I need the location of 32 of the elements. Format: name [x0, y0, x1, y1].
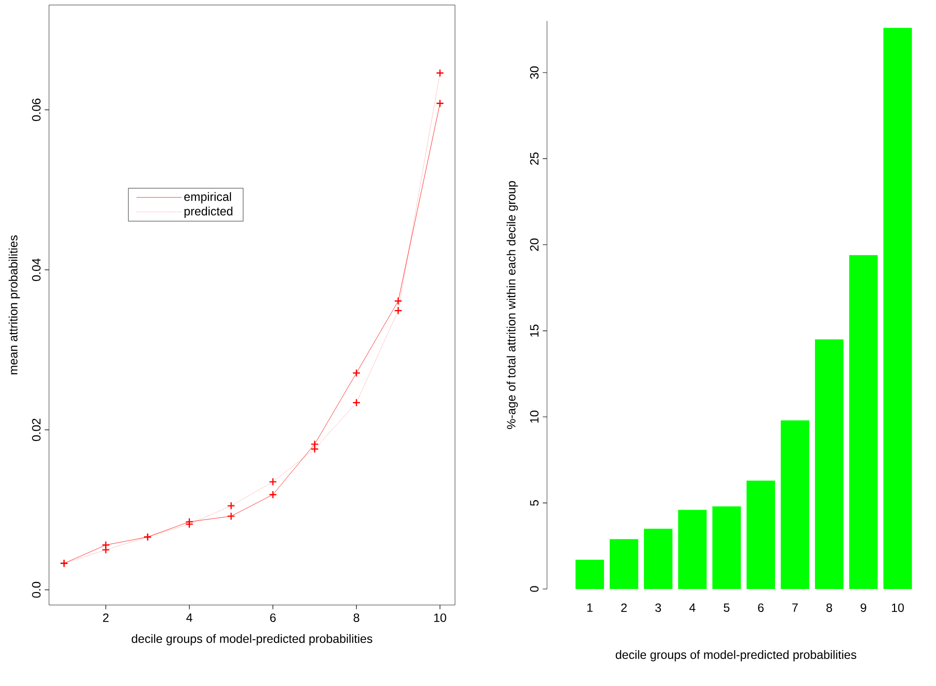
legend-label: empirical	[184, 192, 231, 204]
x-tick-label: 9	[860, 603, 866, 612]
y-tick-label: 0.04	[32, 258, 41, 282]
legend-label: predicted	[184, 206, 232, 218]
x-tick-label: 1	[587, 603, 593, 612]
x-tick-label: 10	[434, 613, 446, 622]
x-axis-title: decile groups of model-predicted probabilities	[132, 634, 372, 646]
x-tick-label: 2	[103, 613, 109, 622]
y-tick-label: 0.0	[32, 582, 41, 598]
x-tick-label: 6	[270, 613, 276, 622]
y-tick-label: 25	[530, 152, 539, 165]
x-tick-label: 3	[655, 603, 661, 612]
y-tick-label: 5	[530, 500, 539, 506]
y-tick-label: 0.02	[32, 418, 41, 442]
x-tick-label: 5	[724, 603, 730, 612]
x-tick-label: 10	[892, 603, 904, 612]
x-tick-label: 7	[792, 603, 798, 612]
y-tick-label: 15	[530, 324, 539, 337]
x-tick-label: 8	[826, 603, 832, 612]
y-tick-label: 0	[530, 586, 539, 592]
y-tick-label: 0.06	[32, 98, 41, 122]
x-tick-label: 6	[758, 603, 764, 612]
x-tick-label: 2	[621, 603, 627, 612]
x-tick-label: 4	[186, 613, 192, 622]
x-axis-title: decile groups of model-predicted probabilities	[616, 650, 856, 662]
y-tick-label: 20	[530, 238, 539, 251]
y-axis-title: %-age of total attrition within each decile group	[506, 181, 518, 429]
y-axis-title: mean attrition probabilities	[8, 235, 20, 374]
y-tick-label: 10	[530, 410, 539, 423]
y-tick-label: 30	[530, 66, 539, 79]
x-tick-label: 4	[689, 603, 696, 612]
x-tick-label: 8	[354, 613, 360, 622]
